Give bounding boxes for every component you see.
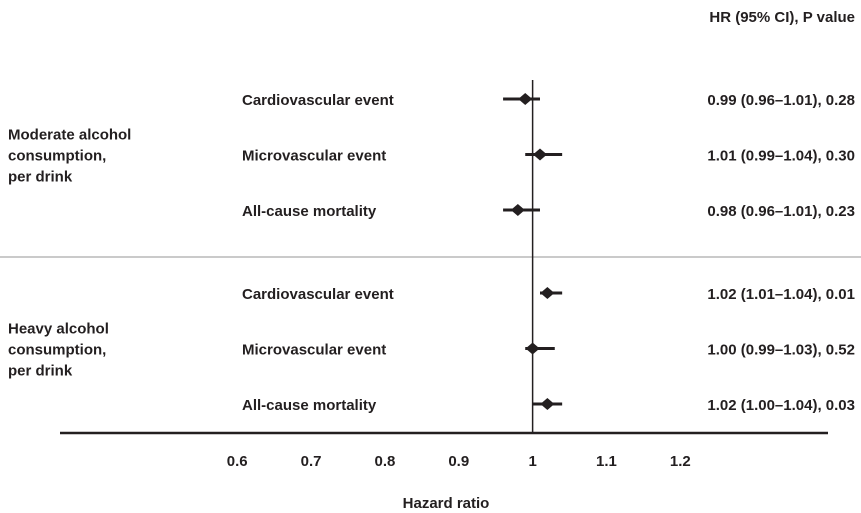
group-label: consumption, bbox=[8, 341, 106, 358]
value-label: 0.99 (0.96–1.01), 0.28 bbox=[707, 92, 855, 109]
x-tick-label: 1 bbox=[528, 453, 536, 470]
value-label: 1.02 (1.01–1.04), 0.01 bbox=[707, 286, 855, 303]
row-label: All-cause mortality bbox=[242, 203, 377, 220]
point-estimate bbox=[533, 148, 547, 161]
x-tick-label: 0.6 bbox=[227, 453, 248, 470]
row-label: All-cause mortality bbox=[242, 397, 377, 414]
group-label: per drink bbox=[8, 362, 73, 379]
group-label: Heavy alcohol bbox=[8, 320, 109, 337]
point-estimate bbox=[540, 287, 555, 299]
x-tick-label: 0.9 bbox=[448, 453, 469, 470]
row-label: Microvascular event bbox=[242, 341, 386, 358]
point-estimate bbox=[540, 398, 555, 410]
x-tick-label: 0.8 bbox=[374, 453, 395, 470]
x-tick-label: 1.2 bbox=[670, 453, 691, 470]
row-label: Cardiovascular event bbox=[242, 92, 394, 109]
group-label: Moderate alcohol bbox=[8, 126, 131, 143]
point-estimate bbox=[518, 93, 533, 105]
group-label: consumption, bbox=[8, 147, 106, 164]
row-label: Microvascular event bbox=[242, 147, 386, 164]
x-axis-title: Hazard ratio bbox=[403, 495, 490, 512]
value-label: 0.98 (0.96–1.01), 0.23 bbox=[707, 203, 855, 220]
point-estimate bbox=[510, 204, 525, 216]
value-label: 1.01 (0.99–1.04), 0.30 bbox=[707, 147, 855, 164]
x-tick-label: 1.1 bbox=[596, 453, 617, 470]
value-label: 1.00 (0.99–1.03), 0.52 bbox=[707, 341, 855, 358]
column-header: HR (95% CI), P value bbox=[709, 9, 855, 26]
x-tick-label: 0.7 bbox=[301, 453, 322, 470]
point-estimate bbox=[525, 342, 540, 355]
row-label: Cardiovascular event bbox=[242, 286, 394, 303]
value-label: 1.02 (1.00–1.04), 0.03 bbox=[707, 397, 855, 414]
group-label: per drink bbox=[8, 168, 73, 185]
